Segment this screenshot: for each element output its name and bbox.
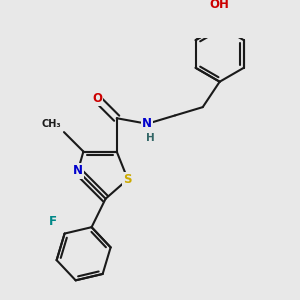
Text: N: N <box>142 117 152 130</box>
Text: H: H <box>146 133 154 143</box>
Text: S: S <box>124 173 132 186</box>
Text: O: O <box>92 92 102 105</box>
Text: N: N <box>73 164 83 178</box>
Text: CH₃: CH₃ <box>42 119 61 129</box>
Text: OH: OH <box>210 0 230 11</box>
Text: F: F <box>49 215 57 228</box>
